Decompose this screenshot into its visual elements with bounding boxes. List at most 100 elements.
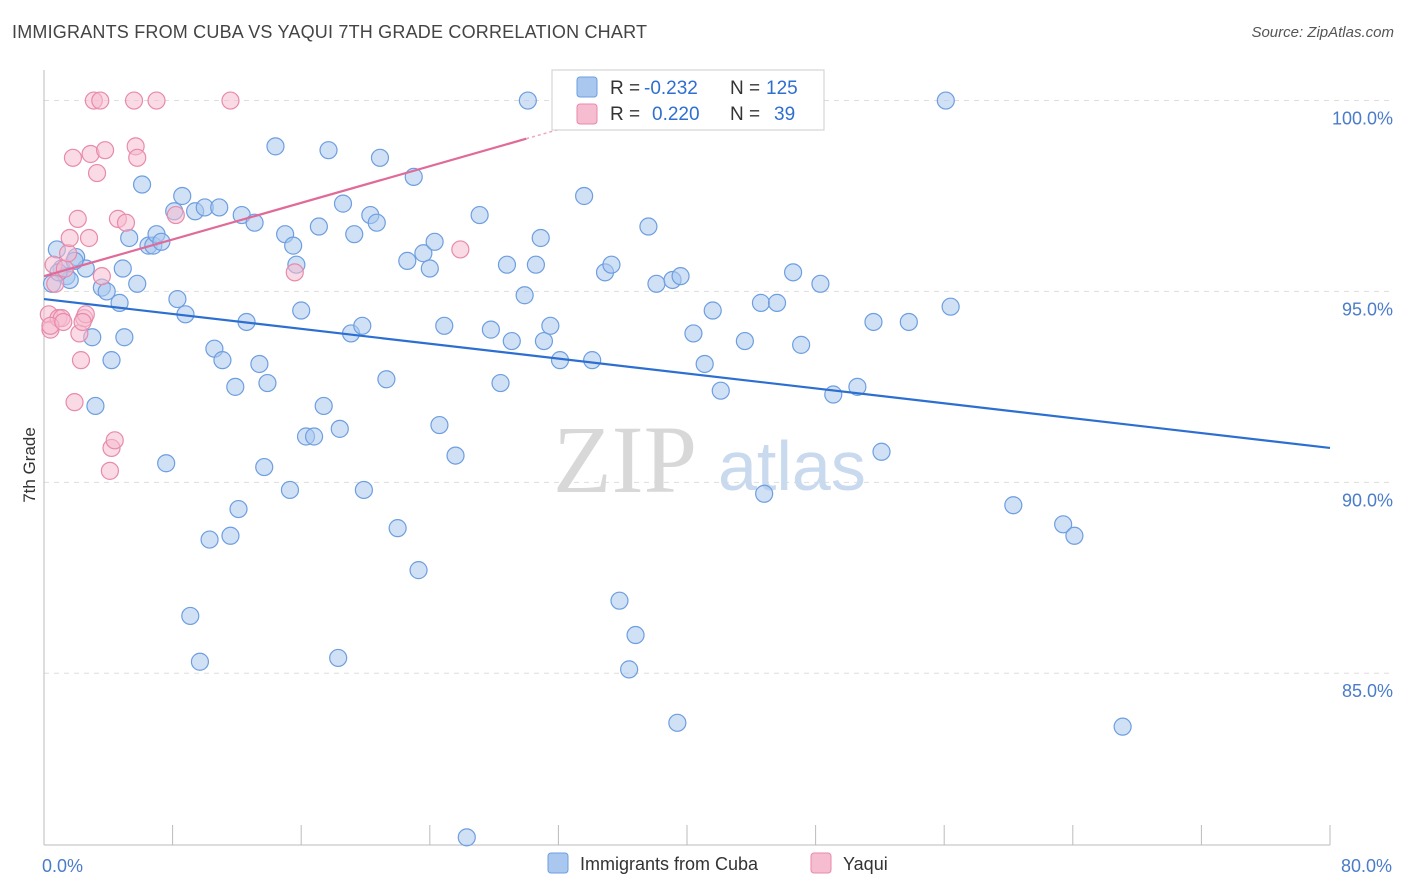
cuba-point	[430, 415, 449, 435]
cuba-point	[526, 255, 545, 274]
yaqui-point	[73, 312, 92, 332]
yaqui-point	[285, 263, 304, 282]
watermark-zip: ZIP	[553, 406, 697, 513]
legend-n-value-cuba: 125	[766, 78, 798, 99]
cuba-point	[1054, 515, 1073, 534]
y-tick-label: 95.0%	[1342, 299, 1393, 319]
yaqui-point	[87, 163, 107, 183]
cuba-point	[470, 205, 489, 225]
yaqui-point	[54, 312, 73, 332]
cuba-point	[783, 263, 803, 282]
cuba-point	[266, 137, 285, 156]
cuba-point	[668, 713, 687, 732]
x-tick-label: 0.0%	[42, 856, 83, 876]
cuba-point	[497, 255, 517, 274]
cuba-point	[446, 446, 465, 465]
legend-n-label-cuba: N =	[730, 78, 760, 99]
cuba-point	[534, 331, 554, 351]
cuba-point	[583, 351, 602, 370]
cuba-point	[751, 293, 771, 312]
watermark-atlas: atlas	[718, 427, 866, 505]
legend-r-label-yaqui: R =	[610, 104, 640, 125]
yaqui-point	[147, 91, 166, 110]
cuba-point	[515, 286, 534, 305]
cuba-point	[695, 354, 714, 374]
cuba-point	[309, 217, 328, 236]
y-tick-label: 85.0%	[1342, 681, 1393, 701]
yaqui-point	[46, 274, 65, 293]
cuba-point	[1065, 526, 1084, 545]
x-tick-label: 80.0%	[1341, 856, 1392, 876]
legend-box: R = -0.232 N = 125 R = 0.220 N = 39	[551, 69, 825, 131]
cuba-point	[767, 293, 787, 312]
yaqui-point	[92, 267, 111, 286]
cuba-point	[292, 301, 311, 320]
cuba-point	[221, 526, 240, 545]
yaqui-point	[63, 148, 83, 167]
cuba-point	[168, 289, 187, 309]
cuba-point	[157, 454, 176, 473]
cuba-point	[173, 186, 192, 206]
bottom-legend-label-yaqui: Yaqui	[843, 854, 888, 874]
legend-r-label-cuba: R =	[610, 78, 640, 99]
yaqui-point	[221, 91, 240, 110]
yaqui-point	[68, 209, 87, 228]
legend-n-label-yaqui: N =	[730, 104, 760, 125]
tick-labels: 100.0% 95.0% 90.0% 85.0% 0.0% 80.0%	[42, 109, 1393, 876]
cuba-point	[899, 312, 918, 332]
cuba-point	[639, 217, 658, 236]
cuba-point	[319, 141, 338, 160]
yaqui-point	[100, 461, 120, 480]
legend-swatch-yaqui	[576, 103, 598, 125]
cuba-point	[329, 648, 348, 668]
watermark: ZIP atlas	[553, 406, 866, 513]
trend-line-yaqui-extension	[526, 128, 559, 140]
cuba-point	[115, 328, 134, 347]
yaqui-point	[65, 393, 84, 412]
yaqui-point	[91, 91, 110, 110]
cuba-point	[502, 331, 521, 351]
legend-swatch-cuba	[576, 76, 598, 98]
cuba-point	[398, 251, 417, 270]
cuba-point	[86, 396, 105, 416]
bottom-legend-label-cuba: Immigrants from Cuba	[580, 854, 759, 874]
yaqui-point	[79, 228, 99, 248]
yaqui-point	[128, 148, 147, 167]
bottom-legend: Immigrants from Cuba Yaqui	[547, 852, 888, 874]
cuba-point	[671, 267, 690, 286]
yaqui-point	[451, 240, 470, 259]
cuba-point	[333, 194, 353, 213]
yaqui-point	[59, 244, 78, 263]
cuba-point	[420, 259, 439, 278]
cuba-point	[113, 259, 132, 278]
cuba-point	[541, 316, 560, 335]
cuba-point	[409, 561, 428, 580]
cuba-point	[354, 480, 373, 500]
cuba-point	[314, 396, 333, 416]
yaqui-point	[95, 141, 115, 160]
trend-lines	[43, 128, 1331, 450]
cuba-point	[848, 377, 867, 396]
cuba-point	[491, 373, 510, 393]
yaqui-point	[71, 351, 91, 370]
cuba-point	[872, 442, 891, 461]
y-axis-label: 7th Grade	[20, 427, 39, 503]
chart-title: IMMIGRANTS FROM CUBA VS YAQUI 7TH GRADE …	[12, 22, 648, 42]
cuba-point	[120, 228, 139, 248]
cuba-point	[435, 316, 454, 335]
cuba-point	[226, 377, 245, 396]
cuba-point	[735, 331, 754, 351]
cuba-point	[414, 244, 433, 263]
cuba-point	[200, 530, 219, 549]
trend-line-yaqui	[43, 137, 527, 278]
axes	[43, 70, 1331, 846]
legend-n-value-yaqui: 39	[774, 104, 795, 125]
cuba-point	[481, 320, 500, 339]
cuba-point	[575, 186, 594, 206]
cuba-point	[936, 91, 955, 110]
yaqui-point	[105, 431, 124, 450]
bottom-legend-swatch-yaqui	[810, 852, 832, 874]
yaqui-point	[166, 205, 185, 225]
cuba-point	[703, 301, 722, 320]
bottom-legend-swatch-cuba	[547, 852, 569, 874]
